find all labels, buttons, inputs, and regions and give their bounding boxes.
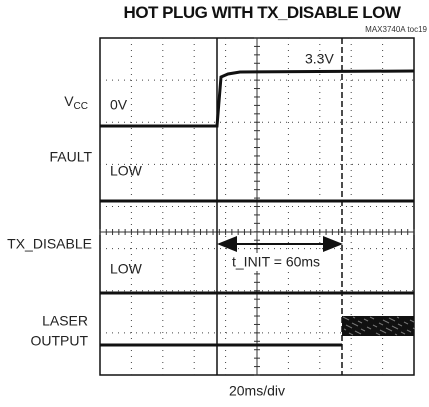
noise-speck (382, 319, 386, 322)
noise-speck (387, 328, 391, 331)
noise-speck (372, 324, 376, 327)
noise-speck (384, 320, 388, 323)
noise-speck (396, 316, 400, 319)
noise-speck (344, 317, 348, 320)
noise-speck (343, 328, 347, 331)
noise-speck (386, 321, 390, 324)
noise-speck (346, 318, 350, 321)
noise-speck (369, 316, 373, 319)
noise-speck (395, 327, 399, 330)
traces (100, 38, 416, 375)
laser-label-2: OUTPUT (30, 333, 88, 349)
vcc-low-annotation: 0V (110, 97, 128, 113)
noise-speck (392, 319, 396, 322)
title: HOT PLUG WITH TX_DISABLE LOW (124, 3, 402, 22)
vcc-high-annotation: 3.3V (305, 51, 334, 67)
noise-speck (351, 322, 355, 325)
txdisable-level-annotation: LOW (110, 261, 143, 277)
noise-speck (348, 332, 352, 335)
noise-speck (406, 329, 410, 332)
noise-speck (368, 327, 372, 330)
noise-speck (377, 333, 381, 336)
timebase-label: 20ms/div (229, 383, 285, 399)
noise-speck (409, 319, 413, 322)
noise-speck (345, 324, 349, 327)
noise-speck (359, 321, 363, 324)
noise-speck (391, 325, 395, 328)
noise-speck (412, 327, 416, 330)
noise-speck (371, 317, 375, 320)
noise-speck (393, 326, 397, 329)
noise-speck (350, 333, 354, 336)
subtitle: MAX3740A toc19 (365, 25, 427, 34)
noise-speck (379, 329, 383, 332)
vcc-label-main: V (64, 93, 74, 109)
noise-speck (380, 323, 384, 326)
t-init-annotation: t_INIT = 60ms (232, 254, 320, 270)
noise-speck (399, 324, 403, 327)
noise-speck (363, 318, 367, 321)
noise-speck (360, 328, 364, 331)
noise-speck (357, 320, 361, 323)
noise-speck (397, 323, 401, 326)
noise-speck (394, 333, 398, 336)
noise-speck (411, 320, 415, 323)
noise-speck (362, 329, 366, 332)
noise-speck (385, 327, 389, 330)
noise-speck (381, 330, 385, 333)
noise-speck (347, 325, 351, 328)
fault-label: FAULT (49, 149, 92, 165)
laser-trace-on (342, 316, 414, 336)
noise-speck (389, 329, 393, 332)
noise-speck (374, 325, 378, 328)
noise-speck (366, 326, 370, 329)
txdisable-label: TX_DISABLE (7, 236, 92, 252)
noise-speck (403, 321, 407, 324)
laser-label-1: LASER (42, 313, 88, 329)
fault-level-annotation: LOW (110, 163, 143, 179)
noise-speck (356, 331, 360, 334)
noise-speck (405, 322, 409, 325)
vcc-trace (100, 69, 415, 128)
noise-speck (354, 330, 358, 333)
noise-speck (383, 331, 387, 334)
noise-speck (402, 332, 406, 335)
noise-speck (390, 318, 394, 321)
noise-speck (358, 332, 362, 335)
vcc-label: VCC (64, 93, 88, 112)
noise-speck (400, 331, 404, 334)
noise-speck (365, 319, 369, 322)
noise-speck (355, 324, 359, 327)
noise-speck (388, 317, 392, 320)
noise-speck (408, 330, 412, 333)
noise-speck (378, 322, 382, 325)
noise-speck (342, 316, 346, 319)
vcc-label-sub: CC (74, 101, 88, 112)
noise-speck (353, 323, 357, 326)
noise-speck (375, 332, 379, 335)
noise-speck (352, 316, 356, 319)
noise-speck (349, 326, 353, 329)
t-init-bg (226, 253, 338, 271)
